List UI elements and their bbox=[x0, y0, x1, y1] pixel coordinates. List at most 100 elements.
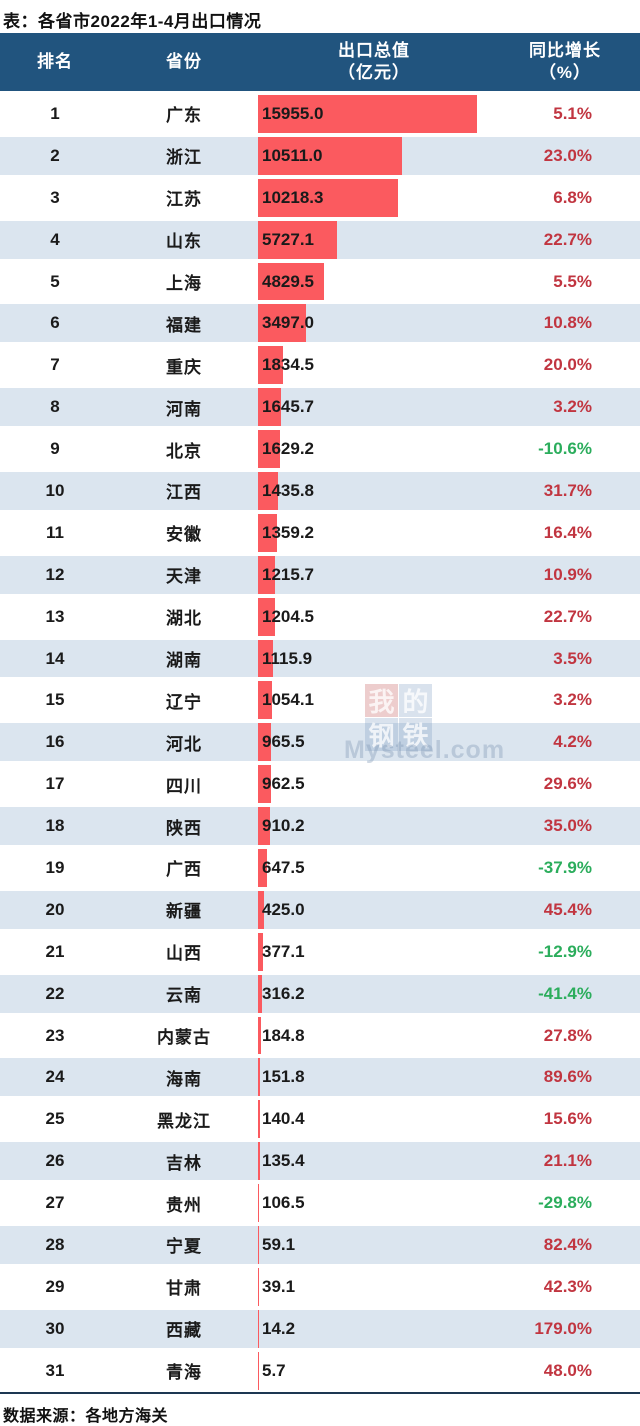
province-cell: 山东 bbox=[110, 227, 258, 252]
column-header-export-value: 出口总值 （亿元） bbox=[258, 33, 490, 91]
bar-cell: 1645.7 bbox=[258, 388, 490, 426]
province-cell: 浙江 bbox=[110, 143, 258, 168]
table-row-band: 17 四川 962.5 29.6% bbox=[0, 765, 640, 803]
table-row: 11 安徽 1359.2 16.4% bbox=[0, 512, 640, 554]
bar-cell: 15955.0 bbox=[258, 95, 490, 133]
table-row: 21 山西 377.1 -12.9% bbox=[0, 931, 640, 973]
table-row: 12 天津 1215.7 10.9% bbox=[0, 554, 640, 596]
rank-cell: 9 bbox=[0, 439, 110, 459]
province-cell: 上海 bbox=[110, 269, 258, 294]
bar-cell: 184.8 bbox=[258, 1017, 490, 1055]
export-value-label: 59.1 bbox=[262, 1235, 295, 1255]
table-row: 18 陕西 910.2 35.0% bbox=[0, 805, 640, 847]
bar-cell: 59.1 bbox=[258, 1226, 490, 1264]
growth-cell: -37.9% bbox=[490, 858, 640, 878]
province-cell: 辽宁 bbox=[110, 688, 258, 713]
rank-cell: 20 bbox=[0, 900, 110, 920]
table-row-band: 19 广西 647.5 -37.9% bbox=[0, 849, 640, 887]
export-value-label: 1054.1 bbox=[262, 690, 314, 710]
table-row-band: 13 湖北 1204.5 22.7% bbox=[0, 598, 640, 636]
bar-cell: 1204.5 bbox=[258, 598, 490, 636]
export-value-bar bbox=[258, 1142, 260, 1180]
rank-cell: 22 bbox=[0, 984, 110, 1004]
export-value-label: 1435.8 bbox=[262, 481, 314, 501]
rank-cell: 29 bbox=[0, 1277, 110, 1297]
bar-cell: 316.2 bbox=[258, 975, 490, 1013]
province-cell: 湖北 bbox=[110, 604, 258, 629]
export-value-bar bbox=[258, 1226, 259, 1264]
table-row-band: 5 上海 4829.5 5.5% bbox=[0, 263, 640, 301]
bar-cell: 140.4 bbox=[258, 1100, 490, 1138]
rank-cell: 7 bbox=[0, 355, 110, 375]
export-value-bar bbox=[258, 1058, 260, 1096]
export-value-label: 135.4 bbox=[262, 1151, 305, 1171]
table-row-band: 20 新疆 425.0 45.4% bbox=[0, 891, 640, 929]
export-value-label: 1115.9 bbox=[262, 649, 312, 669]
bar-cell: 425.0 bbox=[258, 891, 490, 929]
rank-cell: 14 bbox=[0, 649, 110, 669]
column-header-province: 省份 bbox=[110, 33, 258, 91]
column-header-rank: 排名 bbox=[0, 33, 110, 91]
growth-cell: 48.0% bbox=[490, 1361, 640, 1381]
table-row: 15 辽宁 1054.1 3.2% bbox=[0, 679, 640, 721]
export-value-bar bbox=[258, 1017, 261, 1055]
table-row-band: 31 青海 5.7 48.0% bbox=[0, 1352, 640, 1390]
growth-cell: 35.0% bbox=[490, 816, 640, 836]
export-value-label: 39.1 bbox=[262, 1277, 295, 1297]
table-row-band: 2 浙江 10511.0 23.0% bbox=[0, 137, 640, 175]
table-row: 3 江苏 10218.3 6.8% bbox=[0, 177, 640, 219]
province-cell: 天津 bbox=[110, 562, 258, 587]
table-row: 17 四川 962.5 29.6% bbox=[0, 763, 640, 805]
table-row: 16 河北 965.5 4.2% bbox=[0, 721, 640, 763]
export-value-bar bbox=[258, 1184, 259, 1222]
bar-cell: 1435.8 bbox=[258, 472, 490, 510]
province-cell: 内蒙古 bbox=[110, 1023, 258, 1048]
bar-cell: 10511.0 bbox=[258, 137, 490, 175]
rank-cell: 27 bbox=[0, 1193, 110, 1213]
rank-cell: 6 bbox=[0, 313, 110, 333]
rank-cell: 23 bbox=[0, 1026, 110, 1046]
export-value-label: 1629.2 bbox=[262, 439, 314, 459]
table-row-band: 26 吉林 135.4 21.1% bbox=[0, 1142, 640, 1180]
table-row: 31 青海 5.7 48.0% bbox=[0, 1350, 640, 1392]
export-value-label: 4829.5 bbox=[262, 272, 314, 292]
rank-cell: 17 bbox=[0, 774, 110, 794]
growth-cell: 3.2% bbox=[490, 397, 640, 417]
growth-cell: 10.9% bbox=[490, 565, 640, 585]
growth-cell: 179.0% bbox=[490, 1319, 640, 1339]
table-row: 1 广东 15955.0 5.1% bbox=[0, 93, 640, 135]
growth-cell: 3.2% bbox=[490, 690, 640, 710]
province-cell: 西藏 bbox=[110, 1316, 258, 1341]
growth-cell: 5.5% bbox=[490, 272, 640, 292]
export-value-label: 647.5 bbox=[262, 858, 305, 878]
export-value-label: 184.8 bbox=[262, 1026, 305, 1046]
province-cell: 江苏 bbox=[110, 185, 258, 210]
table-row: 22 云南 316.2 -41.4% bbox=[0, 973, 640, 1015]
column-header-growth-line2: （%） bbox=[490, 62, 640, 84]
rank-cell: 5 bbox=[0, 272, 110, 292]
export-value-label: 1645.7 bbox=[262, 397, 314, 417]
column-header-province-label: 省份 bbox=[110, 51, 258, 73]
export-value-label: 1215.7 bbox=[262, 565, 314, 585]
bar-cell: 1629.2 bbox=[258, 430, 490, 468]
province-cell: 广东 bbox=[110, 101, 258, 126]
growth-cell: 3.5% bbox=[490, 649, 640, 669]
table-row-band: 25 黑龙江 140.4 15.6% bbox=[0, 1100, 640, 1138]
growth-cell: 21.1% bbox=[490, 1151, 640, 1171]
table-row-band: 6 福建 3497.0 10.8% bbox=[0, 304, 640, 342]
export-value-label: 1204.5 bbox=[262, 607, 314, 627]
table-row-band: 18 陕西 910.2 35.0% bbox=[0, 807, 640, 845]
bar-cell: 647.5 bbox=[258, 849, 490, 887]
table-row: 6 福建 3497.0 10.8% bbox=[0, 302, 640, 344]
rank-cell: 12 bbox=[0, 565, 110, 585]
export-value-label: 10218.3 bbox=[262, 188, 323, 208]
province-cell: 河南 bbox=[110, 395, 258, 420]
growth-cell: 4.2% bbox=[490, 732, 640, 752]
table-row: 10 江西 1435.8 31.7% bbox=[0, 470, 640, 512]
table-row: 27 贵州 106.5 -29.8% bbox=[0, 1182, 640, 1224]
export-value-label: 151.8 bbox=[262, 1067, 305, 1087]
growth-cell: -41.4% bbox=[490, 984, 640, 1004]
table-header: 排名 省份 出口总值 （亿元） 同比增长 （%） bbox=[0, 33, 640, 91]
export-value-bar bbox=[258, 1268, 259, 1306]
province-cell: 重庆 bbox=[110, 353, 258, 378]
